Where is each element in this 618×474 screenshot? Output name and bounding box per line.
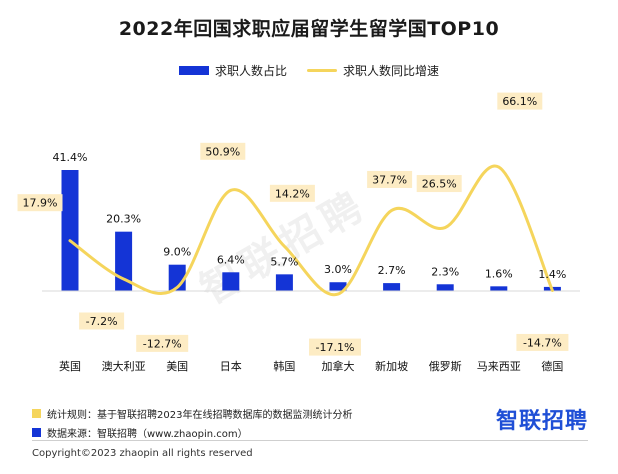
line-value-label-3: 50.9% — [200, 142, 246, 160]
line-value-label-bg-0 — [17, 194, 63, 212]
bar-value-label-9: 1.4% — [538, 268, 566, 281]
bar-value-label-1: 20.3% — [106, 213, 141, 226]
line-value-label-text-0: 17.9% — [23, 197, 58, 210]
bar-value-label-8: 1.6% — [485, 267, 513, 280]
bar-0 — [61, 170, 79, 291]
bar-value-label-3: 6.4% — [217, 253, 245, 266]
copyright: Copyright©2023 zhaopin all rights reserv… — [32, 448, 253, 459]
category-label-8: 马来西亚 — [477, 360, 521, 373]
legend-item-line: 求职人数同比增速 — [307, 62, 439, 79]
category-label-6: 新加坡 — [375, 359, 408, 373]
legend-line-label: 求职人数同比增速 — [343, 64, 440, 78]
bar-value-label-0: 41.4% — [53, 151, 88, 164]
legend-item-bar: 求职人数占比 — [178, 62, 287, 79]
line-value-label-bg-5 — [309, 338, 361, 356]
line-value-label-0: 17.9% — [17, 194, 63, 212]
bar-8 — [490, 286, 508, 291]
category-label-0: 英国 — [59, 359, 81, 373]
category-label-2: 美国 — [166, 360, 188, 373]
category-label-3: 日本 — [220, 359, 242, 373]
line-value-label-9: -14.7% — [516, 333, 569, 351]
line-value-label-6: 37.7% — [367, 170, 413, 188]
bar-5 — [329, 282, 347, 291]
divider — [32, 440, 588, 441]
note-rule: 统计规则：基于智联招聘2023年在线招聘数据库的数据监测统计分析 — [32, 406, 352, 421]
category-label-7: 俄罗斯 — [429, 360, 462, 373]
line-value-label-bg-8 — [497, 92, 543, 110]
legend: 求职人数占比 求职人数同比增速 — [0, 62, 618, 79]
line-value-label-8: 66.1% — [497, 92, 543, 110]
line-value-label-bg-1 — [79, 312, 125, 330]
line-value-label-text-4: 14.2% — [275, 187, 310, 200]
category-label-9: 德国 — [541, 359, 563, 373]
bar-value-label-2: 9.0% — [163, 246, 191, 259]
legend-bar-label: 求职人数占比 — [214, 64, 287, 78]
line-value-label-text-3: 50.9% — [205, 145, 240, 158]
line-value-label-bg-3 — [200, 142, 246, 160]
line-value-label-bg-7 — [416, 175, 462, 193]
line-value-label-text-6: 37.7% — [372, 173, 407, 186]
growth-line — [68, 164, 554, 297]
category-label-5: 加拿大 — [322, 359, 355, 373]
legend-bar-swatch — [178, 66, 209, 75]
line-value-label-bg-2 — [136, 334, 189, 352]
line-value-label-text-7: 26.5% — [422, 178, 457, 191]
bar-3 — [222, 272, 240, 291]
line-value-label-text-8: 66.1% — [502, 95, 537, 108]
line-value-label-7: 26.5% — [416, 175, 462, 193]
line-value-label-text-2: -12.7% — [143, 337, 182, 350]
line-value-label-text-9: -14.7% — [523, 336, 562, 349]
note-rule-text: 统计规则：基于智联招聘2023年在线招聘数据库的数据监测统计分析 — [47, 410, 353, 421]
line-value-label-5: -17.1% — [309, 338, 361, 356]
bar-value-label-4: 5.7% — [270, 255, 298, 268]
chart: 41.4% 20.3% 9.0% 6.4% 5.7% 3.0% 2.7% 2.3% 1.6% 1.… — [17, 92, 580, 373]
note-source-text: 数据来源：智联招聘（www.zhaopin.com） — [47, 429, 248, 440]
page-title: 2022年回国求职应届留学生留学国TOP10 — [118, 18, 500, 40]
line-value-label-text-5: -17.1% — [316, 341, 355, 354]
line-value-label-1: -7.2% — [79, 312, 125, 330]
line-value-label-text-1: -7.2% — [86, 315, 118, 328]
note-source-swatch — [32, 428, 41, 437]
line-value-label-4: 14.2% — [269, 184, 315, 202]
bar-value-label-5: 3.0% — [324, 263, 352, 276]
category-label-4: 韩国 — [273, 359, 295, 373]
line-value-label-bg-6 — [367, 170, 413, 188]
legend-line-swatch — [307, 69, 337, 72]
bar-value-label-7: 2.3% — [431, 265, 459, 278]
line-value-label-2: -12.7% — [136, 334, 189, 352]
brand-logo: 智联招聘 — [495, 409, 588, 434]
bar-4 — [275, 274, 293, 291]
bar-7 — [436, 284, 454, 291]
bar-value-label-6: 2.7% — [378, 264, 406, 277]
category-label-1: 澳大利亚 — [102, 359, 146, 373]
line-value-label-bg-4 — [269, 184, 315, 202]
line-value-label-bg-9 — [516, 333, 569, 351]
note-rule-swatch — [32, 409, 41, 418]
bar-6 — [383, 283, 401, 291]
note-source: 数据来源：智联招聘（www.zhaopin.com） — [32, 425, 248, 440]
